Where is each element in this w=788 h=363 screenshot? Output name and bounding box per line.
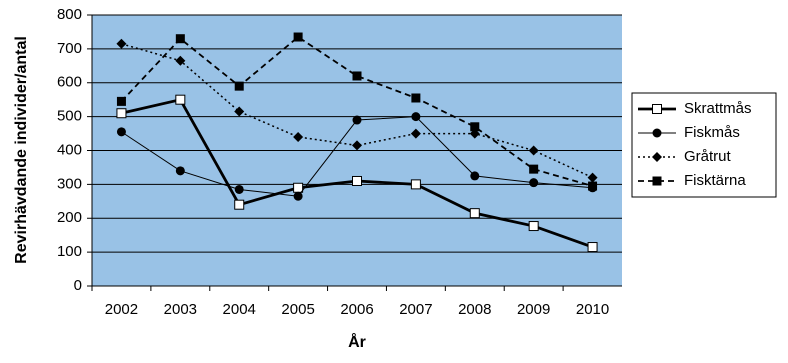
x-tick-label: 2004 (223, 301, 256, 318)
y-tick-label: 0 (74, 277, 82, 294)
x-tick-label: 2006 (340, 301, 373, 318)
x-axis-title: År (348, 332, 366, 351)
marker (652, 152, 662, 162)
marker (293, 182, 304, 193)
y-tick-label: 200 (57, 209, 82, 226)
marker (411, 93, 421, 103)
marker (470, 122, 480, 132)
marker (116, 38, 127, 49)
marker (116, 96, 126, 106)
x-tick-label: 2010 (576, 301, 609, 318)
x-tick-label: 2008 (458, 301, 491, 318)
y-tick-label: 700 (57, 40, 82, 57)
marker (116, 127, 126, 137)
y-tick-label: 400 (57, 141, 82, 158)
marker (652, 176, 662, 186)
legend-label: Gråtrut (684, 148, 732, 165)
marker (234, 81, 244, 91)
x-tick-label: 2009 (517, 301, 550, 318)
marker (587, 172, 598, 183)
marker (410, 179, 421, 190)
x-tick-label: 2002 (105, 301, 138, 318)
marker (411, 112, 421, 122)
y-tick-label: 100 (57, 243, 82, 260)
x-tick-label: 2003 (164, 301, 197, 318)
y-tick-label: 800 (57, 6, 82, 23)
x-tick-label: 2005 (281, 301, 314, 318)
marker (528, 145, 539, 156)
y-tick-label: 300 (57, 175, 82, 192)
marker (587, 242, 598, 253)
legend-label: Fiskmås (684, 124, 740, 141)
marker (234, 106, 245, 117)
marker (293, 131, 304, 142)
legend-label: Skrattmås (684, 100, 752, 117)
marker (529, 178, 539, 188)
x-tick-label: 2007 (399, 301, 432, 318)
marker (652, 128, 662, 138)
marker (410, 128, 421, 139)
marker (175, 166, 185, 176)
marker (293, 191, 303, 201)
y-axis-title: Revirhävdande individer/antal (13, 36, 30, 264)
marker (352, 71, 362, 81)
marker (234, 184, 244, 194)
marker (175, 34, 185, 44)
marker (293, 32, 303, 42)
marker (469, 208, 480, 219)
marker (234, 199, 245, 210)
marker (352, 115, 362, 125)
marker (652, 104, 662, 114)
marker (470, 171, 480, 181)
marker (175, 94, 186, 105)
marker (529, 164, 539, 174)
series-line (120, 35, 593, 187)
marker (588, 181, 598, 191)
legend-label: Fisktärna (684, 172, 746, 189)
marker (116, 108, 127, 119)
marker (175, 55, 186, 66)
marker (528, 221, 539, 232)
y-tick-label: 600 (57, 74, 82, 91)
marker (352, 175, 362, 186)
marker (352, 140, 362, 151)
y-tick-label: 500 (57, 108, 82, 125)
